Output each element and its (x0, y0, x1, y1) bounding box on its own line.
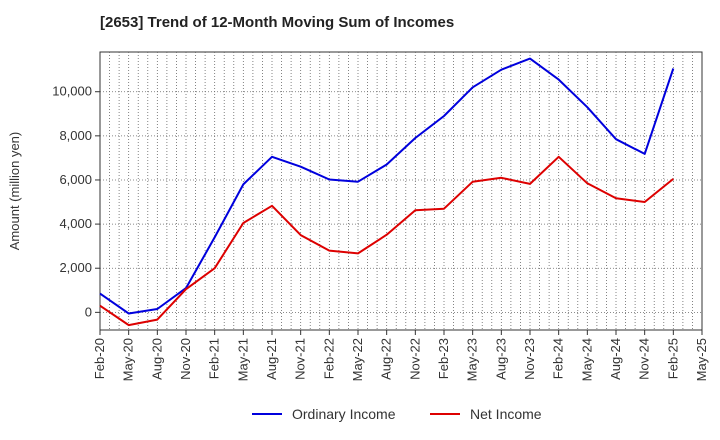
x-tick-label: Feb-24 (551, 338, 566, 379)
plot-area (99, 51, 703, 331)
x-tick-label: May-25 (694, 338, 709, 381)
x-tick-label: Nov-20 (178, 338, 193, 380)
y-tick-label: 6,000 (59, 172, 92, 187)
x-tick-label: Aug-22 (379, 338, 394, 380)
series-line-ordinary-income (99, 57, 675, 315)
x-tick-label: Nov-24 (637, 338, 652, 380)
x-tick-label: May-24 (579, 338, 594, 381)
x-tick-label: Aug-21 (264, 338, 279, 380)
x-tick-label: May-22 (350, 338, 365, 381)
x-tick-label: Aug-20 (149, 338, 164, 380)
x-tick-label: May-20 (121, 338, 136, 381)
x-tick-label: Feb-23 (436, 338, 451, 379)
x-tick-label: Feb-20 (92, 338, 107, 379)
x-tick-label: Aug-24 (608, 338, 623, 380)
x-tick-label: Feb-21 (207, 338, 222, 379)
x-tick-label: Feb-25 (665, 338, 680, 379)
y-tick-label: 8,000 (59, 128, 92, 143)
x-tick-label: Feb-22 (321, 338, 336, 379)
legend-label: Ordinary Income (292, 406, 396, 422)
legend-label: Net Income (470, 406, 542, 422)
x-tick-label: May-21 (235, 338, 250, 381)
y-tick-label: 2,000 (59, 260, 92, 275)
series-line-net-income (99, 155, 674, 327)
y-tick-label: 10,000 (52, 84, 92, 99)
y-axis-label: Amount (million yen) (7, 132, 22, 251)
y-tick-label: 0 (85, 304, 92, 319)
x-tick-label: Nov-21 (293, 338, 308, 380)
x-tick-label: Nov-23 (522, 338, 537, 380)
y-tick-label: 4,000 (59, 216, 92, 231)
chart-title: [2653] Trend of 12-Month Moving Sum of I… (100, 14, 455, 31)
x-tick-label: Aug-23 (493, 338, 508, 380)
x-tick-label: Nov-22 (407, 338, 422, 380)
x-tick-label: May-23 (465, 338, 480, 381)
